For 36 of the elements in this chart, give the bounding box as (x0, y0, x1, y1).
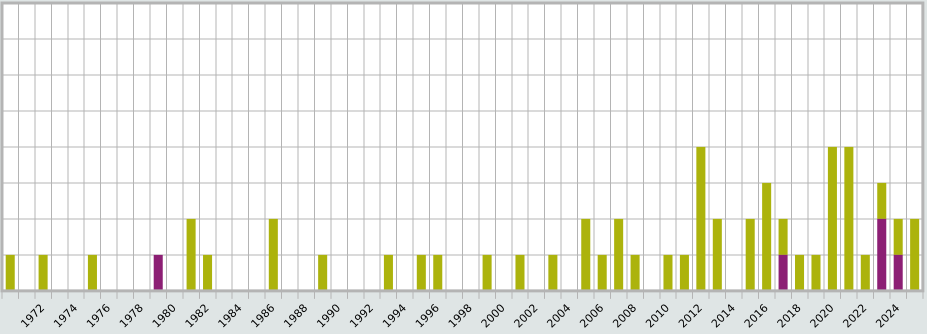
bar (778, 218, 788, 255)
bar (154, 254, 163, 290)
bar (910, 218, 920, 290)
bar (844, 146, 854, 290)
bar (795, 254, 804, 290)
bar (581, 218, 590, 290)
bar (630, 254, 640, 290)
bar (860, 254, 870, 290)
bar (482, 254, 492, 290)
bar (894, 218, 903, 255)
bar (88, 254, 97, 290)
bar (384, 254, 393, 290)
bar (778, 254, 788, 290)
bar (877, 182, 886, 219)
bar (186, 218, 196, 290)
bar (811, 254, 820, 290)
bar (6, 254, 15, 290)
bar (663, 254, 672, 290)
bar (416, 254, 426, 290)
bar (828, 146, 837, 290)
bar (433, 254, 442, 290)
bar (515, 254, 525, 290)
bar (268, 218, 278, 290)
bar (696, 146, 706, 290)
bar (746, 218, 755, 290)
bar (614, 218, 624, 290)
bar (877, 218, 886, 290)
bar (680, 254, 689, 290)
bar (203, 254, 212, 290)
bar (548, 254, 558, 290)
bar (712, 218, 722, 290)
bar (598, 254, 607, 290)
bar (318, 254, 328, 290)
bar (894, 254, 903, 290)
bar (762, 182, 772, 290)
bar (38, 254, 48, 290)
